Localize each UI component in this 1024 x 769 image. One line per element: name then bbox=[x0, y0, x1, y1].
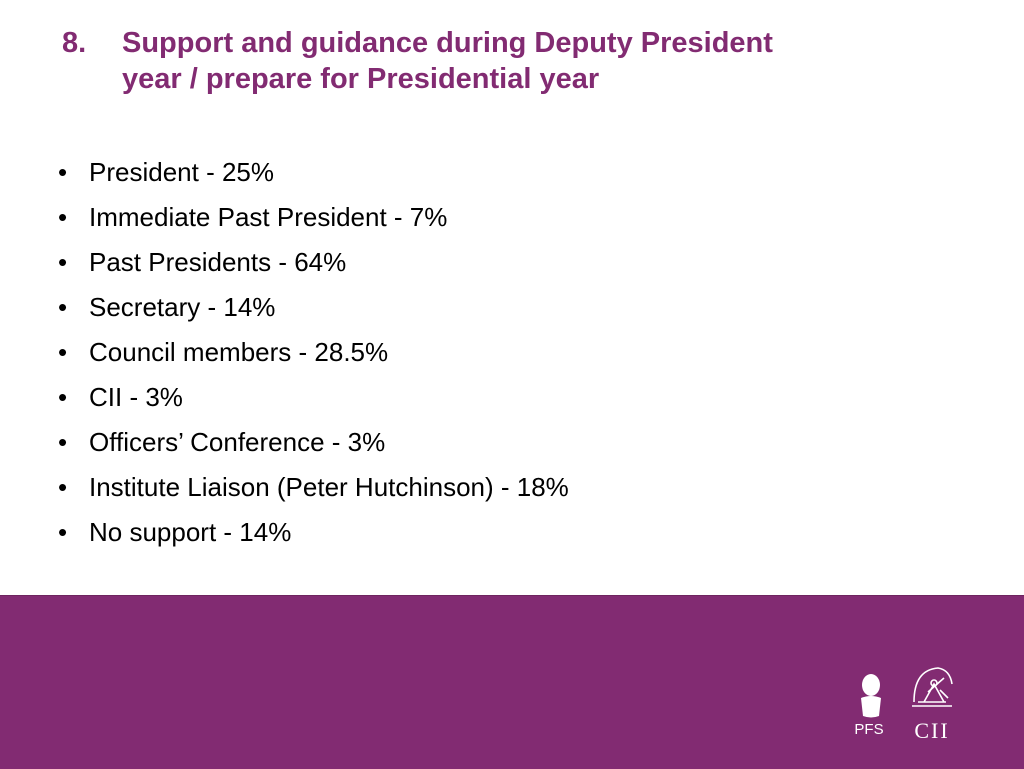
pfs-logo: PFS bbox=[854, 674, 884, 738]
title-line-1: Support and guidance during Deputy Presi… bbox=[122, 27, 773, 59]
bullet-label: President - 25% bbox=[89, 157, 274, 187]
bullet-label: Immediate Past President - 7% bbox=[89, 202, 448, 232]
bullet-label: No support - 14% bbox=[89, 517, 292, 547]
bullet-icon: • bbox=[58, 472, 68, 502]
bullet-icon: • bbox=[58, 247, 68, 277]
bullet-icon: • bbox=[58, 337, 68, 367]
bullet-icon: • bbox=[58, 292, 68, 322]
cii-logo-text: CII bbox=[914, 718, 949, 743]
pfs-body-icon bbox=[861, 696, 881, 718]
bullet-icon: • bbox=[58, 157, 68, 187]
bullet-icon: • bbox=[58, 517, 68, 547]
pfs-logo-text: PFS bbox=[854, 721, 883, 738]
bullet-icon: • bbox=[58, 382, 68, 412]
title-text: Support and guidance during Deputy Presi… bbox=[122, 25, 902, 97]
cii-logo: CII bbox=[912, 667, 953, 743]
title-number: 8. bbox=[62, 27, 87, 59]
bullet-label: Officers’ Conference - 3% bbox=[89, 427, 386, 457]
footer-band bbox=[0, 595, 1024, 769]
bullet-label: CII - 3% bbox=[89, 382, 183, 412]
cii-emblem-icon bbox=[912, 667, 953, 707]
bullet-label: Council members - 28.5% bbox=[89, 337, 389, 367]
bullet-icon: • bbox=[58, 202, 68, 232]
bullet-label: Secretary - 14% bbox=[89, 292, 276, 322]
bullet-icon: • bbox=[58, 427, 68, 457]
pfs-head-icon bbox=[862, 674, 880, 696]
bullet-label: Past Presidents - 64% bbox=[89, 247, 347, 277]
bullet-label: Institute Liaison (Peter Hutchinson) - 1… bbox=[89, 472, 569, 502]
title-line-2: year / prepare for Presidential year bbox=[122, 63, 600, 95]
